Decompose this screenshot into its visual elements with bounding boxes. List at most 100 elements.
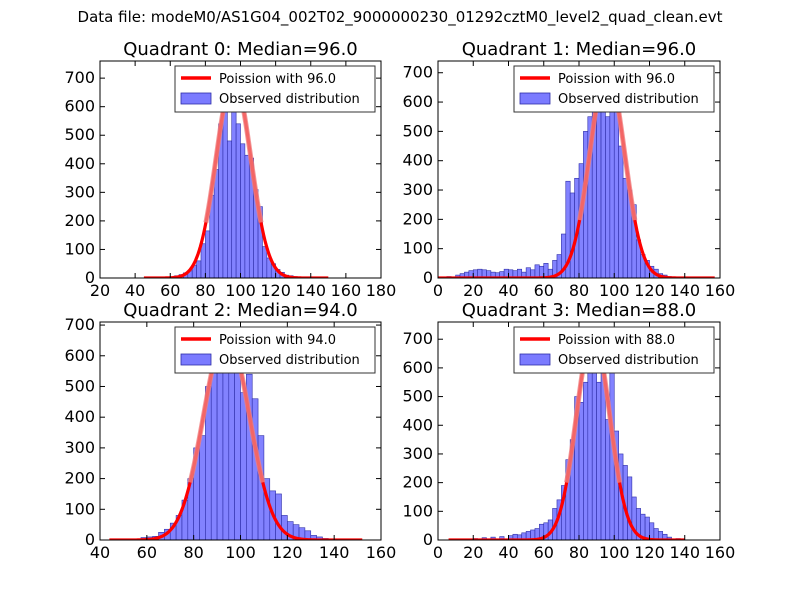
x-tick-label: 80 [183, 543, 203, 562]
legend-label-poisson: Poission with 96.0 [558, 72, 675, 87]
x-tick-label: 160 [705, 281, 736, 300]
x-tick-label: 60 [137, 543, 157, 562]
figure-title: Data file: modeM0/AS1G04_002T02_90000002… [77, 8, 723, 26]
y-tick-label: 200 [64, 469, 95, 488]
legend-patch-icon [519, 353, 551, 366]
plot-area [448, 330, 685, 540]
legend-label-poisson: Poission with 88.0 [558, 333, 675, 348]
legend-label-observed: Observed distribution [558, 92, 699, 107]
x-tick-label: 160 [366, 543, 397, 562]
y-tick-label: 300 [402, 444, 433, 463]
x-tick-label: 100 [599, 281, 630, 300]
y-tick-label: 500 [402, 387, 433, 406]
x-tick-label: 140 [669, 543, 700, 562]
x-tick-label: 20 [463, 281, 483, 300]
y-tick-label: 600 [64, 97, 95, 116]
chart-title: Quadrant 3: Median=88.0 [462, 300, 697, 321]
x-tick-label: 80 [569, 543, 589, 562]
y-tick-label: 100 [64, 499, 95, 518]
y-tick-label: 700 [402, 329, 433, 348]
x-tick-label: 40 [498, 281, 518, 300]
x-tick-label: 120 [272, 543, 303, 562]
y-tick-label: 0 [85, 530, 95, 549]
x-tick-label: 0 [433, 281, 443, 300]
histogram-bar [499, 536, 505, 540]
chart-title: Quadrant 2: Median=94.0 [123, 300, 358, 321]
x-tick-label: 80 [569, 281, 589, 300]
histogram-bar [605, 419, 611, 540]
y-tick-label: 300 [64, 182, 95, 201]
x-tick-label: 20 [463, 543, 483, 562]
x-tick-label: 100 [599, 543, 630, 562]
y-tick-label: 300 [402, 180, 433, 199]
y-tick-label: 500 [402, 121, 433, 140]
x-tick-label: 140 [295, 281, 326, 300]
legend-patch-icon [180, 92, 212, 105]
x-tick-label: 120 [634, 543, 665, 562]
legend-label-observed: Observed distribution [219, 353, 360, 368]
legend-label-observed: Observed distribution [219, 92, 360, 107]
histogram-bar [578, 402, 584, 540]
legend-label-poisson: Poission with 94.0 [219, 333, 336, 348]
x-tick-label: 180 [366, 281, 397, 300]
y-tick-label: 100 [402, 501, 433, 520]
y-tick-label: 600 [402, 92, 433, 111]
y-tick-label: 700 [402, 63, 433, 82]
chart-title: Quadrant 1: Median=96.0 [462, 39, 697, 60]
y-tick-label: 700 [64, 68, 95, 87]
legend-label-observed: Observed distribution [558, 353, 699, 368]
legend-label-poisson: Poission with 96.0 [219, 72, 336, 87]
x-tick-label: 120 [260, 281, 291, 300]
y-tick-label: 0 [423, 530, 433, 549]
x-tick-label: 100 [225, 281, 256, 300]
x-tick-label: 160 [331, 281, 362, 300]
y-tick-label: 0 [85, 268, 95, 287]
y-tick-label: 200 [402, 473, 433, 492]
histogram-bar [644, 516, 650, 540]
x-tick-label: 160 [705, 543, 736, 562]
y-tick-label: 500 [64, 376, 95, 395]
y-tick-label: 0 [423, 268, 433, 287]
y-tick-label: 400 [64, 407, 95, 426]
legend: Poission with 94.0 Observed distribution [174, 326, 376, 374]
legend-patch-icon [519, 92, 551, 105]
y-tick-label: 200 [402, 209, 433, 228]
chart-title: Quadrant 0: Median=96.0 [123, 39, 358, 60]
histogram-bar [587, 344, 593, 540]
x-tick-label: 40 [498, 543, 518, 562]
x-tick-label: 100 [225, 543, 256, 562]
x-tick-label: 60 [534, 281, 554, 300]
histogram-bar [596, 381, 602, 540]
y-tick-label: 100 [64, 239, 95, 258]
histogram-bar [649, 522, 655, 540]
histogram-bar [627, 476, 633, 540]
legend: Poission with 88.0 Observed distribution [513, 326, 715, 374]
x-tick-label: 120 [634, 281, 665, 300]
y-tick-label: 400 [402, 151, 433, 170]
y-tick-label: 100 [402, 239, 433, 258]
legend: Poission with 96.0 Observed distribution [513, 65, 715, 113]
x-tick-label: 60 [160, 281, 180, 300]
x-tick-label: 40 [90, 543, 110, 562]
y-tick-label: 200 [64, 211, 95, 230]
x-tick-label: 20 [90, 281, 110, 300]
x-tick-label: 40 [125, 281, 145, 300]
legend: Poission with 96.0 Observed distribution [174, 65, 376, 113]
plot-area [438, 66, 715, 278]
y-tick-label: 400 [402, 415, 433, 434]
y-tick-label: 300 [64, 438, 95, 457]
y-tick-label: 400 [64, 154, 95, 173]
histogram-bar [583, 381, 589, 540]
y-tick-label: 500 [64, 125, 95, 144]
x-tick-label: 60 [534, 543, 554, 562]
x-tick-label: 140 [319, 543, 350, 562]
x-tick-label: 80 [195, 281, 215, 300]
legend-patch-icon [180, 353, 212, 366]
y-tick-label: 600 [64, 346, 95, 365]
x-tick-label: 140 [669, 281, 700, 300]
